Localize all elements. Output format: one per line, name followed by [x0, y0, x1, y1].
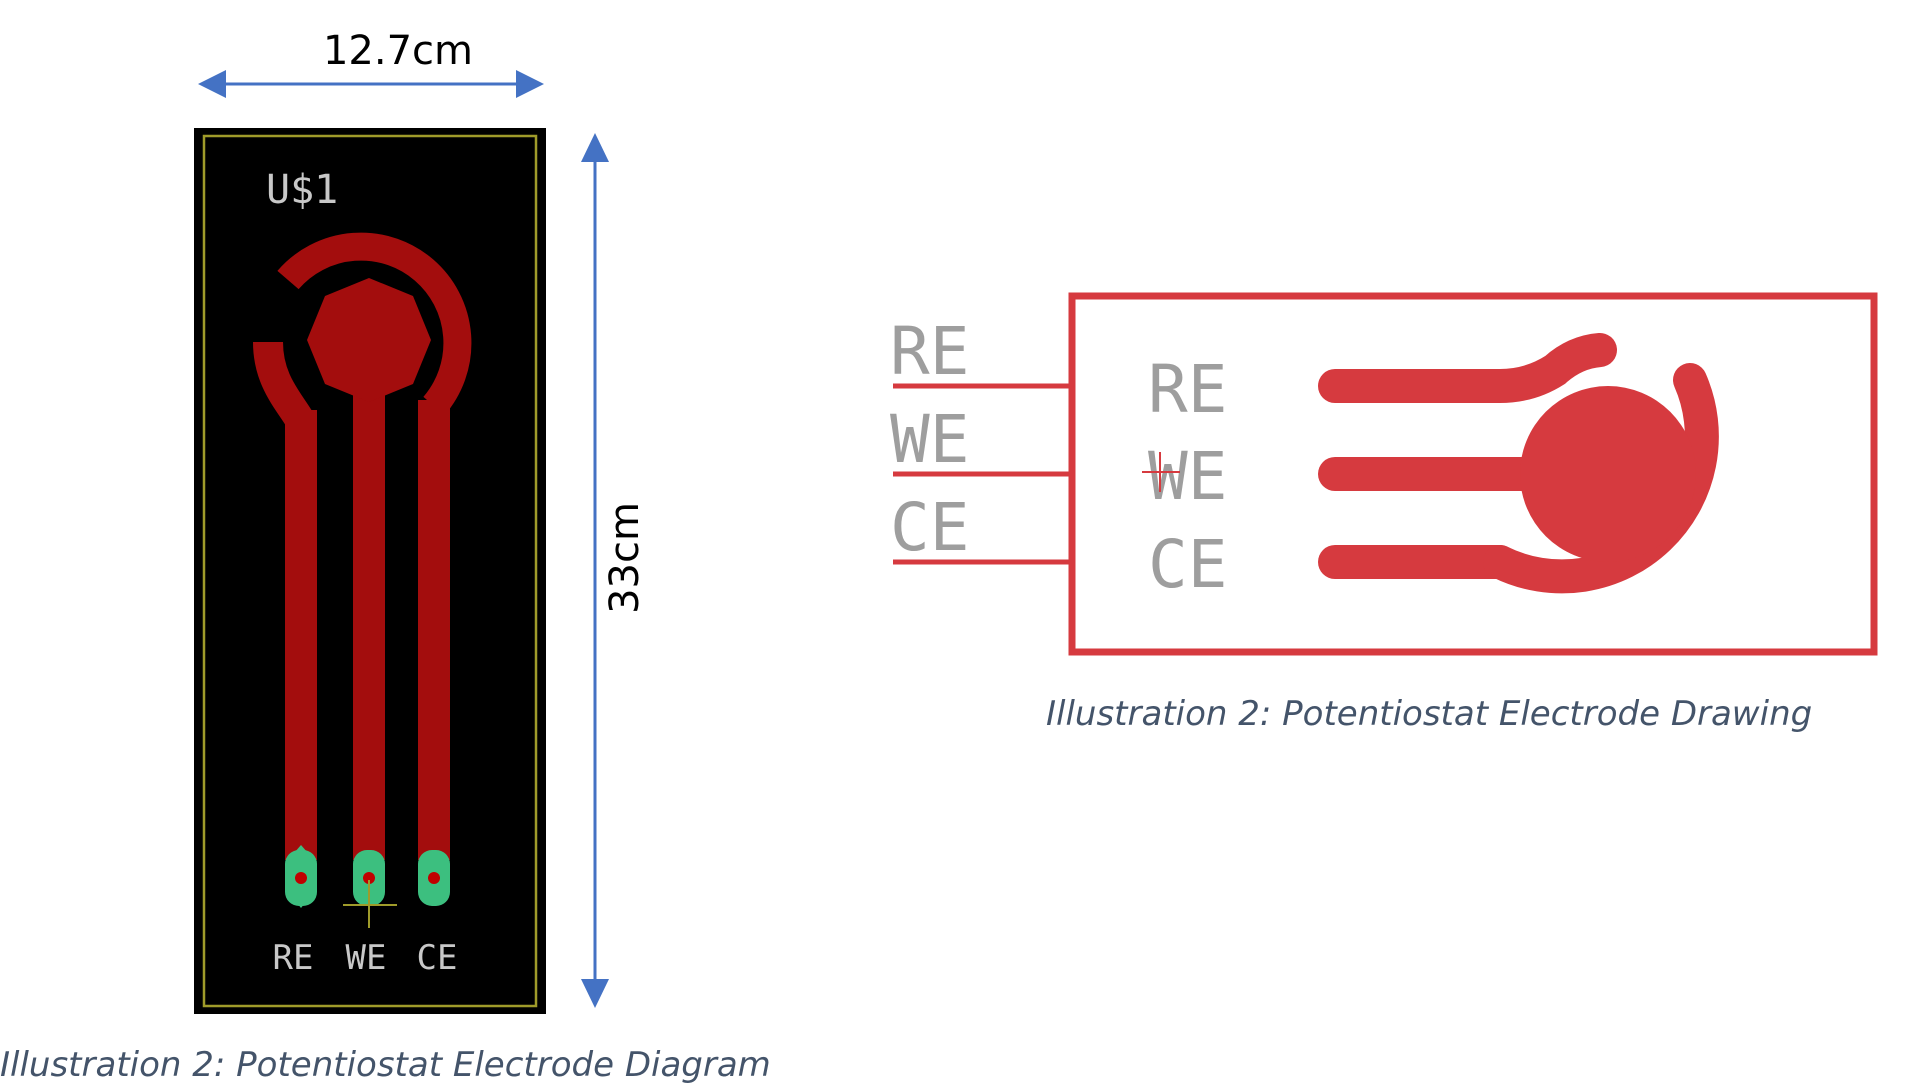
schematic-working-disc	[1520, 386, 1696, 562]
pin-label-re: RE	[890, 313, 969, 390]
caption-pcb-diagram: Illustration 2: Potentiostat Electrode D…	[0, 1045, 771, 1085]
re-pad	[285, 845, 317, 908]
height-arrow-bottom-head	[581, 979, 609, 1008]
width-arrow-left-head	[198, 70, 226, 98]
schematic-electrode	[1318, 333, 1719, 594]
inner-label-ce: CE	[1148, 526, 1227, 603]
origin-cross-icon	[343, 880, 397, 928]
height-arrow-top-head	[581, 133, 609, 162]
height-dimension: 33cm	[581, 133, 648, 1008]
width-arrow-right-head	[516, 70, 544, 98]
width-dimension: 12.7cm	[198, 28, 544, 98]
pads	[285, 845, 450, 908]
copper-traces	[253, 232, 472, 860]
inner-label-we: WE	[1148, 438, 1227, 515]
schematic-re-lead	[1318, 333, 1617, 403]
pin-label-ce: CE	[890, 489, 969, 566]
pin-lines	[893, 383, 1072, 565]
board-ref-label: U$1	[266, 167, 338, 213]
we-pad	[353, 850, 385, 906]
pad-label-re: RE	[273, 938, 314, 978]
origin-cross-icon	[1142, 452, 1180, 492]
width-label: 12.7cm	[323, 28, 473, 74]
inner-label-re: RE	[1148, 351, 1227, 428]
height-label: 33cm	[602, 502, 648, 614]
pcb-board-outline	[202, 134, 538, 1008]
counter-electrode-arc	[277, 232, 472, 416]
working-electrode-disc	[307, 278, 431, 402]
pin-label-we: WE	[890, 401, 969, 478]
pad-label-we: WE	[346, 938, 387, 978]
ce-pad	[418, 850, 450, 906]
caption-schematic-drawing: Illustration 2: Potentiostat Electrode D…	[1046, 694, 1813, 734]
schematic-drawing: RE WE CE RE WE CE	[890, 292, 1878, 656]
pad-label-ce: CE	[417, 938, 458, 978]
pcb-diagram: 12.7cm 33cm U$1	[194, 28, 648, 1014]
